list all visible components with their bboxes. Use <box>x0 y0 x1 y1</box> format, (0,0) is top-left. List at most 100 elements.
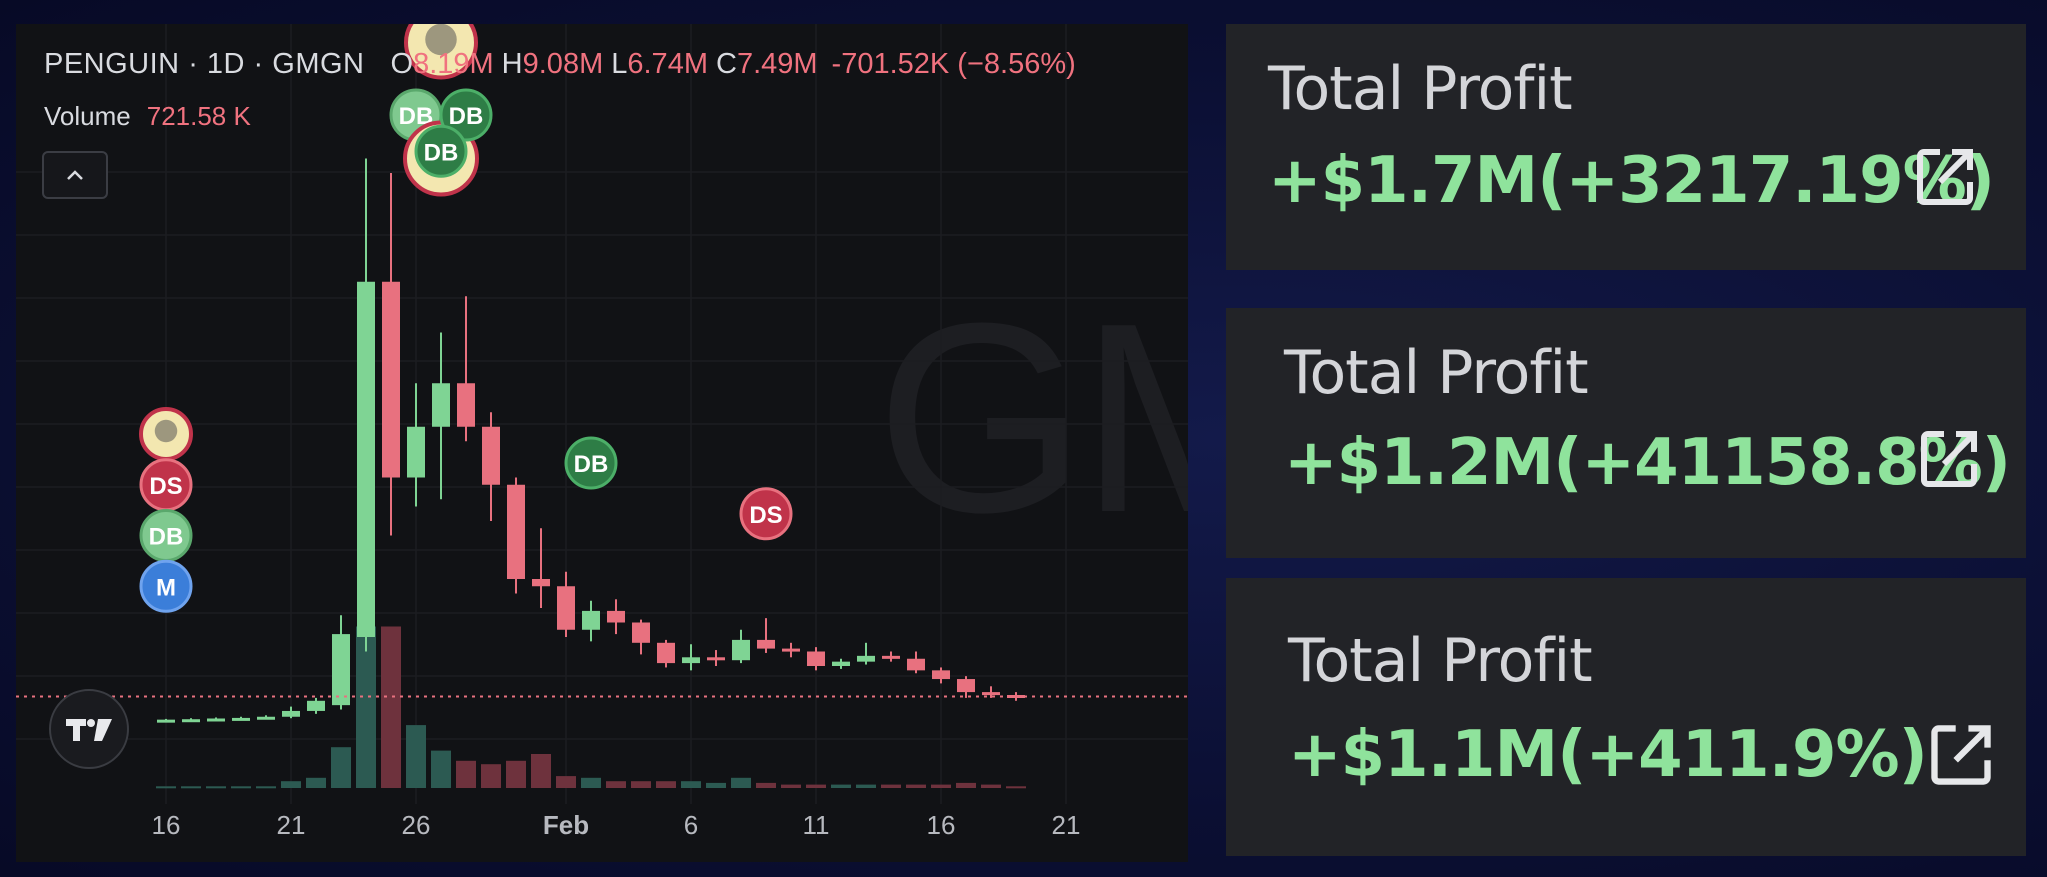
x-tick-label: 11 <box>803 810 830 840</box>
volume-bar <box>306 777 326 788</box>
low-key: L <box>611 47 628 80</box>
candle-body <box>332 634 350 706</box>
volume-bar <box>706 782 726 788</box>
volume-bar <box>606 781 626 788</box>
volume-bar <box>656 781 676 788</box>
trade-marker-label: DB <box>424 139 459 166</box>
volume-bar <box>831 784 851 788</box>
volume-bar <box>331 747 351 788</box>
volume-bar <box>881 784 901 788</box>
candle-body <box>507 484 525 579</box>
candle-body <box>407 426 425 478</box>
volume-bar <box>156 786 176 789</box>
candle-body <box>207 718 225 722</box>
candle-body <box>932 670 950 680</box>
trade-marker <box>564 436 618 490</box>
candle-body <box>782 648 800 652</box>
volume-bar <box>981 784 1001 788</box>
volume-bar <box>556 776 576 788</box>
candle-body <box>982 692 1000 696</box>
candle-body <box>607 610 625 623</box>
volume-bar <box>231 786 251 789</box>
volume-bar <box>181 786 201 789</box>
volume-bar <box>206 786 226 789</box>
volume-bar <box>456 760 476 788</box>
candle-body <box>307 700 325 711</box>
volume-bar <box>531 754 551 788</box>
candle-body <box>432 383 450 427</box>
candle-body <box>632 622 650 643</box>
collapse-legend-button[interactable] <box>42 151 108 199</box>
open-key: O <box>390 47 414 80</box>
close-value: 7.49M <box>736 47 818 80</box>
chevron-up-icon <box>67 170 83 180</box>
volume-bar <box>856 784 876 788</box>
volume-bar <box>681 781 701 788</box>
volume-bar <box>931 784 951 788</box>
profit-card-3: Total Profit +$1.1M(+411.9%) <box>1226 578 2026 856</box>
interval: 1D <box>206 47 245 80</box>
trade-marker <box>139 559 193 613</box>
candle-body <box>957 679 975 693</box>
volume-bar <box>781 784 801 788</box>
volume-bar <box>1006 786 1026 789</box>
candle-body <box>832 661 850 666</box>
x-tick-label: 26 <box>402 810 431 840</box>
volume-bar <box>956 782 976 788</box>
volume-bar <box>731 777 751 788</box>
data-source: GMGN <box>272 47 365 80</box>
candle-body <box>807 651 825 666</box>
candle-body <box>732 639 750 661</box>
volume-bar <box>906 784 926 788</box>
profit-value: +$1.1M(+411.9%) <box>1288 718 1928 792</box>
candle-body <box>707 657 725 661</box>
volume-bar <box>581 777 601 788</box>
candle-body <box>457 383 475 427</box>
trade-marker-label: DB <box>449 103 484 130</box>
external-link-icon[interactable] <box>1926 720 1996 790</box>
candle-body <box>232 717 250 721</box>
volume-label: Volume <box>44 100 131 131</box>
trade-marker-label: M <box>156 574 176 601</box>
close-key: C <box>715 47 737 80</box>
candle-body <box>907 658 925 671</box>
trade-marker <box>439 88 493 142</box>
open-value: 8.19M <box>413 47 494 80</box>
trade-marker-label: DB <box>149 524 184 551</box>
trade-marker-label: DS <box>149 473 182 500</box>
candle-body <box>882 655 900 659</box>
high-value: 9.08M <box>522 47 604 80</box>
volume-bar <box>256 786 276 789</box>
tradingview-logo-icon[interactable] <box>49 689 129 769</box>
ohlc-legend: PENGUIN · 1D · GMGN O 8.19M H 9.08M L 6.74M… <box>44 44 1076 84</box>
profit-label: Total Profit <box>1284 338 1589 408</box>
volume-bar <box>281 781 301 788</box>
external-link-icon[interactable] <box>1912 144 1978 210</box>
x-tick-label: Feb <box>543 810 589 840</box>
candle-body <box>482 426 500 485</box>
candle-body <box>382 281 400 478</box>
volume-bar <box>631 781 651 788</box>
avatar-figure <box>425 24 457 56</box>
volume-bar <box>506 760 526 788</box>
volume-bar <box>481 764 501 788</box>
profit-label: Total Profit <box>1268 54 1573 124</box>
trade-marker-label: DS <box>749 502 782 529</box>
low-value: 6.74M <box>627 47 708 80</box>
profit-value: +$1.7M(+3217.19%) <box>1268 144 1995 218</box>
candle-body <box>857 655 875 662</box>
symbol-name: PENGUIN <box>44 47 180 80</box>
external-link-icon[interactable] <box>1916 426 1982 492</box>
avatar-figure <box>154 419 178 443</box>
candle-body <box>757 639 775 649</box>
candle-body <box>157 719 175 723</box>
candle-body <box>557 586 575 630</box>
x-tick-label: 16 <box>927 810 956 840</box>
x-tick-label: 16 <box>152 810 181 840</box>
profit-label: Total Profit <box>1288 626 1593 696</box>
candle-body <box>182 719 200 723</box>
volume-value: 721.58 K <box>146 100 251 131</box>
candle-body <box>532 579 550 587</box>
